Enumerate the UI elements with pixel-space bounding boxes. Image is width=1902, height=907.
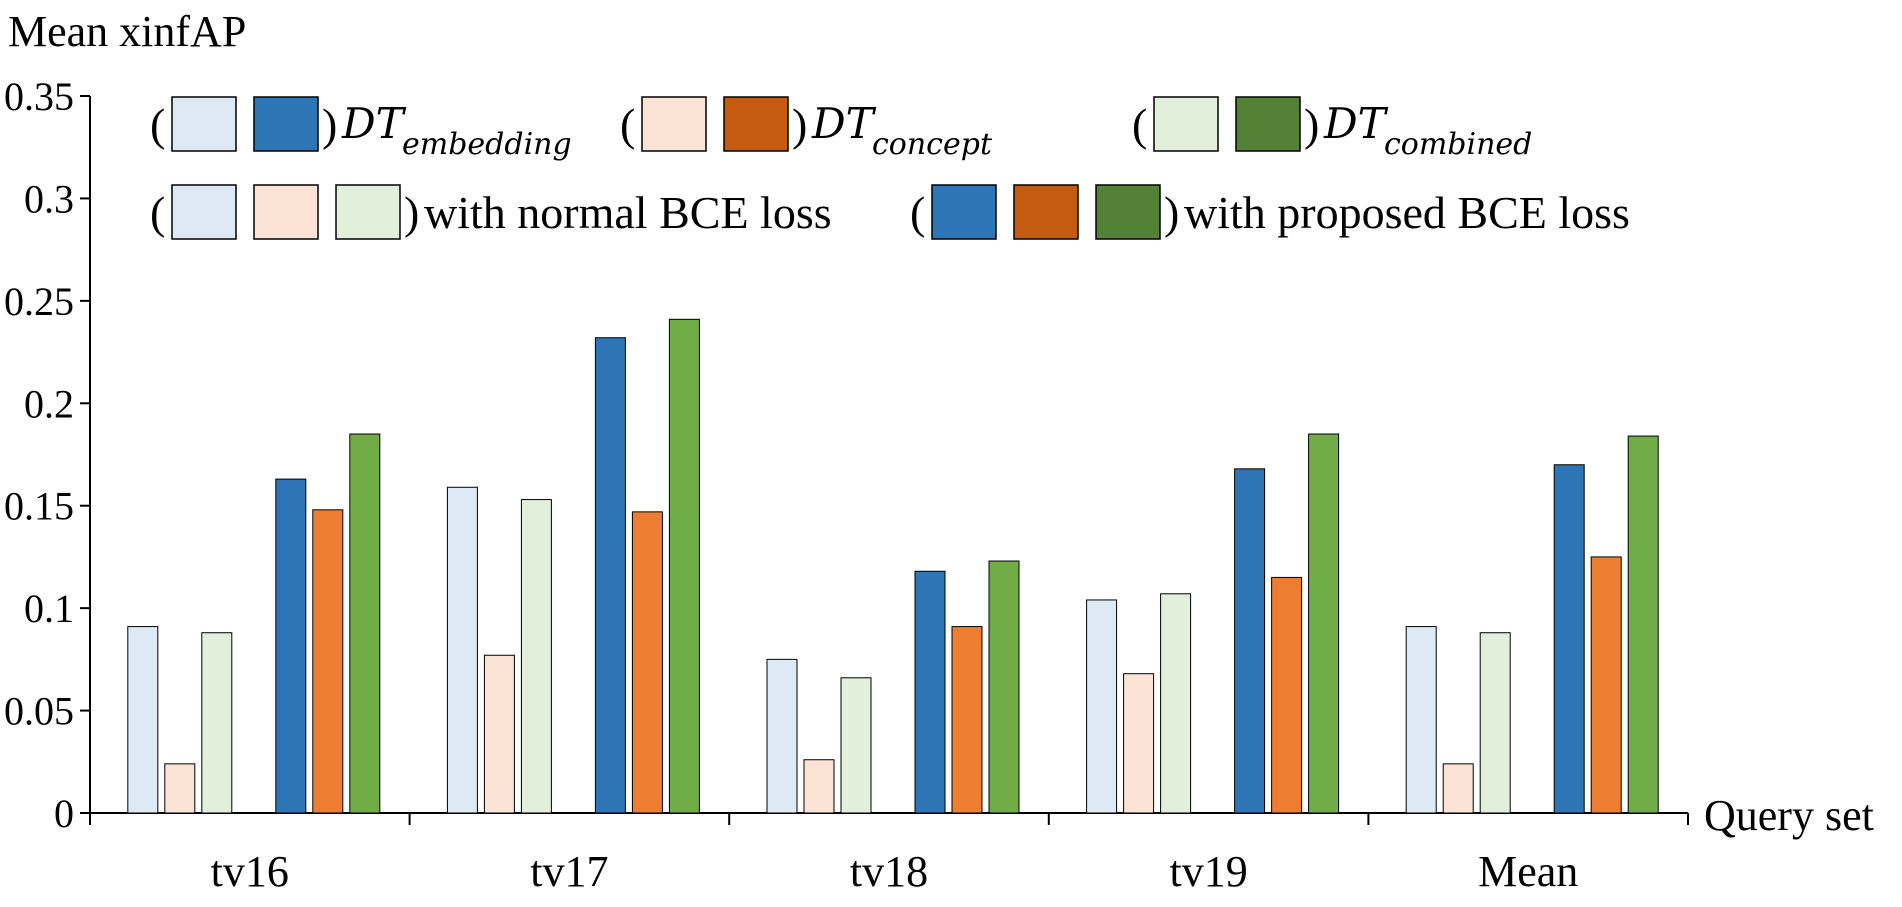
- legend-loss-label: with proposed BCE loss: [1184, 187, 1630, 238]
- y-tick-label: 0.3: [24, 176, 74, 221]
- legend-paren-close: ): [1304, 99, 1319, 150]
- y-tick-label: 0.1: [24, 586, 74, 631]
- bar: [127, 626, 159, 814]
- y-tick-label: 0.15: [4, 484, 74, 529]
- legend-paren-open: (: [150, 187, 165, 238]
- bar: [1479, 632, 1511, 814]
- bar: [1308, 433, 1340, 814]
- legend-series-name: DT: [1323, 99, 1389, 148]
- bar: [1160, 593, 1192, 814]
- bar: [164, 763, 196, 814]
- bar: [668, 318, 700, 814]
- bar: [631, 511, 663, 814]
- axes: 0 0.05 0.1 0.15 0.2 0.25 0.3 0.35 tv16 tv17 tv18 tv…: [4, 74, 1689, 896]
- legend-series-subscript: concept: [872, 127, 993, 162]
- y-tick-label: 0.2: [24, 381, 74, 426]
- legend-series-name: DT: [341, 99, 407, 148]
- bar: [275, 478, 307, 814]
- bar: [1405, 626, 1437, 814]
- bar: [1234, 468, 1266, 814]
- x-tick-label: Mean: [1478, 847, 1578, 896]
- legend-swatch: [641, 96, 707, 152]
- bar: [1627, 435, 1659, 814]
- y-tick-label: 0: [54, 791, 74, 836]
- bar: [1590, 556, 1622, 814]
- legend-series-subscript: embedding: [402, 127, 572, 162]
- bar: [520, 499, 552, 814]
- x-tick-label: tv16: [211, 847, 289, 896]
- legend-swatch: [171, 184, 237, 240]
- legend-swatch: [1095, 184, 1161, 240]
- bar: [951, 626, 983, 814]
- bar: [914, 570, 946, 814]
- bar: [1553, 464, 1585, 814]
- legend-swatch: [931, 184, 997, 240]
- bar: [312, 509, 344, 814]
- legend-swatch: [253, 184, 319, 240]
- legend-swatch: [335, 184, 401, 240]
- legend-series-name: DT: [811, 99, 877, 148]
- y-axis-label: Mean xinfAP: [8, 7, 246, 56]
- bar: [1123, 673, 1155, 814]
- bar: [1442, 763, 1474, 814]
- legend-swatch: [1153, 96, 1219, 152]
- x-tick-label: tv19: [1169, 847, 1247, 896]
- legend-swatch: [253, 96, 319, 152]
- legend-series-subscript: combined: [1384, 127, 1532, 162]
- bar: [766, 658, 798, 814]
- x-tick-label: tv17: [530, 847, 608, 896]
- legend-swatch: [1013, 184, 1079, 240]
- bar: [803, 759, 835, 814]
- x-tick-label: tv18: [850, 847, 928, 896]
- bar: [594, 337, 626, 814]
- bar: [201, 632, 233, 814]
- bar: [1086, 599, 1118, 814]
- legend-paren-close: ): [322, 99, 337, 150]
- bar: [446, 486, 478, 814]
- bar: [483, 654, 515, 814]
- y-tick-label: 0.05: [4, 689, 74, 734]
- y-tick-label: 0.35: [4, 74, 74, 119]
- legend-paren-open: (: [910, 187, 925, 238]
- legend-swatch: [171, 96, 237, 152]
- legend-paren-close: ): [404, 187, 419, 238]
- legend-swatch: [723, 96, 789, 152]
- bar: [840, 677, 872, 814]
- bar: [988, 560, 1020, 814]
- legend-swatch: [1235, 96, 1301, 152]
- x-axis-label: Query set: [1704, 791, 1874, 840]
- y-tick-label: 0.25: [4, 279, 74, 324]
- bars: [127, 318, 1659, 814]
- bar: [349, 433, 381, 814]
- legend-loss-label: with normal BCE loss: [424, 187, 832, 238]
- bar: [1271, 576, 1303, 814]
- legend-paren-close: ): [792, 99, 807, 150]
- legend-paren-open: (: [1132, 99, 1147, 150]
- legend-paren-close: ): [1164, 187, 1179, 238]
- legend-paren-open: (: [150, 99, 165, 150]
- legend-paren-open: (: [620, 99, 635, 150]
